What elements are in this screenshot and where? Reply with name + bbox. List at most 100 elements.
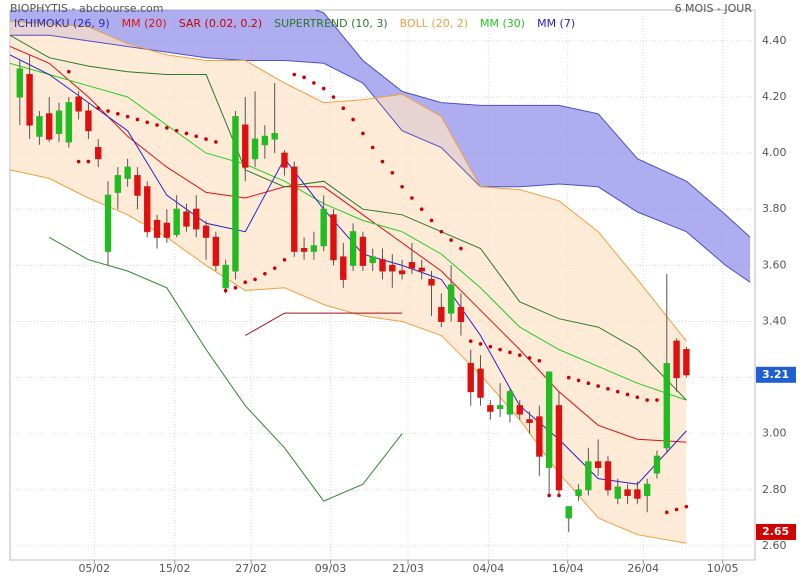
x-tick-label: 09/03 — [315, 562, 347, 575]
legend-entry: SAR (0.02, 0.2) — [179, 17, 262, 30]
legend-entry: MM (7) — [537, 17, 575, 30]
sar-dot — [390, 170, 395, 175]
candle-body — [477, 368, 484, 398]
sar-dot — [86, 159, 91, 164]
sar-dot — [282, 257, 287, 262]
sar-dot — [184, 131, 189, 136]
sar-dot — [165, 126, 169, 130]
candle-body — [153, 219, 161, 238]
candle-body — [604, 461, 612, 491]
sar-dot — [468, 339, 473, 343]
candle-body — [310, 245, 318, 252]
sar-dot — [341, 106, 346, 111]
sar-dot — [410, 196, 414, 200]
y-tick-label: 2.80 — [762, 483, 787, 496]
band-upper — [10, 20, 687, 342]
candle-body — [594, 461, 602, 468]
sar-dot — [655, 398, 659, 402]
candle-body — [447, 284, 455, 314]
candle-body — [643, 483, 651, 496]
indicator-line — [245, 312, 403, 336]
sar-dot — [586, 381, 591, 386]
candle-body — [16, 68, 23, 98]
candle-body — [496, 405, 504, 409]
sar-dot — [645, 398, 649, 402]
plot-front — [10, 10, 751, 544]
sar-dot — [547, 493, 551, 498]
candle-body — [526, 419, 533, 424]
price-tag-box — [756, 366, 796, 383]
candle-body — [673, 340, 680, 379]
y-tick-label: 4.20 — [762, 90, 787, 103]
sar-dot — [419, 207, 424, 212]
legend-entry: SUPERTREND (10, 3) — [274, 17, 388, 30]
candle-body — [634, 489, 641, 499]
sar-dot — [96, 106, 101, 111]
sar-dot — [488, 344, 493, 349]
sar-dot — [596, 384, 600, 388]
x-tick-label: 27/02 — [235, 562, 267, 575]
x-tick-label: 15/02 — [159, 562, 191, 575]
candle-body — [46, 113, 53, 140]
x-tick-label: 10/05 — [707, 562, 739, 575]
sar-dot — [321, 86, 326, 91]
sar-dot — [615, 389, 620, 394]
x-tick-label: 21/03 — [392, 562, 424, 575]
candle-body — [36, 116, 43, 137]
candle-body — [555, 405, 563, 491]
candle-body — [251, 138, 259, 160]
candle-body — [653, 455, 661, 474]
candle-body — [183, 211, 190, 227]
sar-dot — [116, 112, 120, 116]
candle-body — [114, 175, 122, 193]
sar-dot — [233, 286, 238, 290]
candle-body — [536, 416, 543, 457]
candle-body — [144, 186, 151, 233]
candle-body — [261, 135, 269, 146]
sar-dot — [292, 72, 297, 77]
candle-body — [281, 152, 288, 168]
candle-body — [75, 96, 82, 112]
candle-body — [369, 256, 376, 264]
sar-dot — [400, 184, 404, 189]
candle-body — [389, 264, 396, 272]
y-tick-label: 3.60 — [762, 258, 787, 271]
candle-body — [330, 214, 337, 261]
sar-dot — [429, 218, 434, 223]
sar-dot — [557, 493, 561, 498]
sar-dot — [67, 69, 71, 74]
sar-dot — [204, 137, 208, 141]
sar-dot — [674, 507, 679, 512]
sar-dot — [459, 246, 463, 251]
candle-body — [516, 405, 523, 415]
sar-dot — [253, 277, 257, 282]
candle-body — [95, 147, 102, 160]
candle-body — [320, 208, 327, 247]
candle-body — [565, 506, 572, 519]
band-lower — [10, 34, 751, 283]
sar-dot — [106, 109, 110, 113]
candle-body — [457, 306, 465, 322]
candle-body — [683, 349, 690, 376]
sar-dot — [351, 117, 355, 122]
indicator-line — [10, 34, 687, 401]
candle-body — [222, 264, 229, 289]
sar-dot — [576, 378, 581, 383]
sar-dot — [243, 280, 248, 284]
y-tick-label: 3.00 — [762, 427, 787, 440]
band-lower — [10, 169, 687, 544]
candle-body — [340, 256, 347, 280]
y-tick-label: 2.60 — [762, 539, 787, 552]
candle-body — [124, 166, 131, 179]
sar-dot — [439, 229, 444, 234]
sar-dot — [449, 238, 453, 242]
sar-dot — [517, 353, 522, 357]
sar-dot — [135, 117, 140, 122]
candle-body — [232, 116, 239, 272]
candle-body — [134, 175, 141, 196]
sar-dot — [302, 75, 306, 80]
sar-dot — [125, 114, 130, 119]
candle-body — [55, 110, 63, 134]
